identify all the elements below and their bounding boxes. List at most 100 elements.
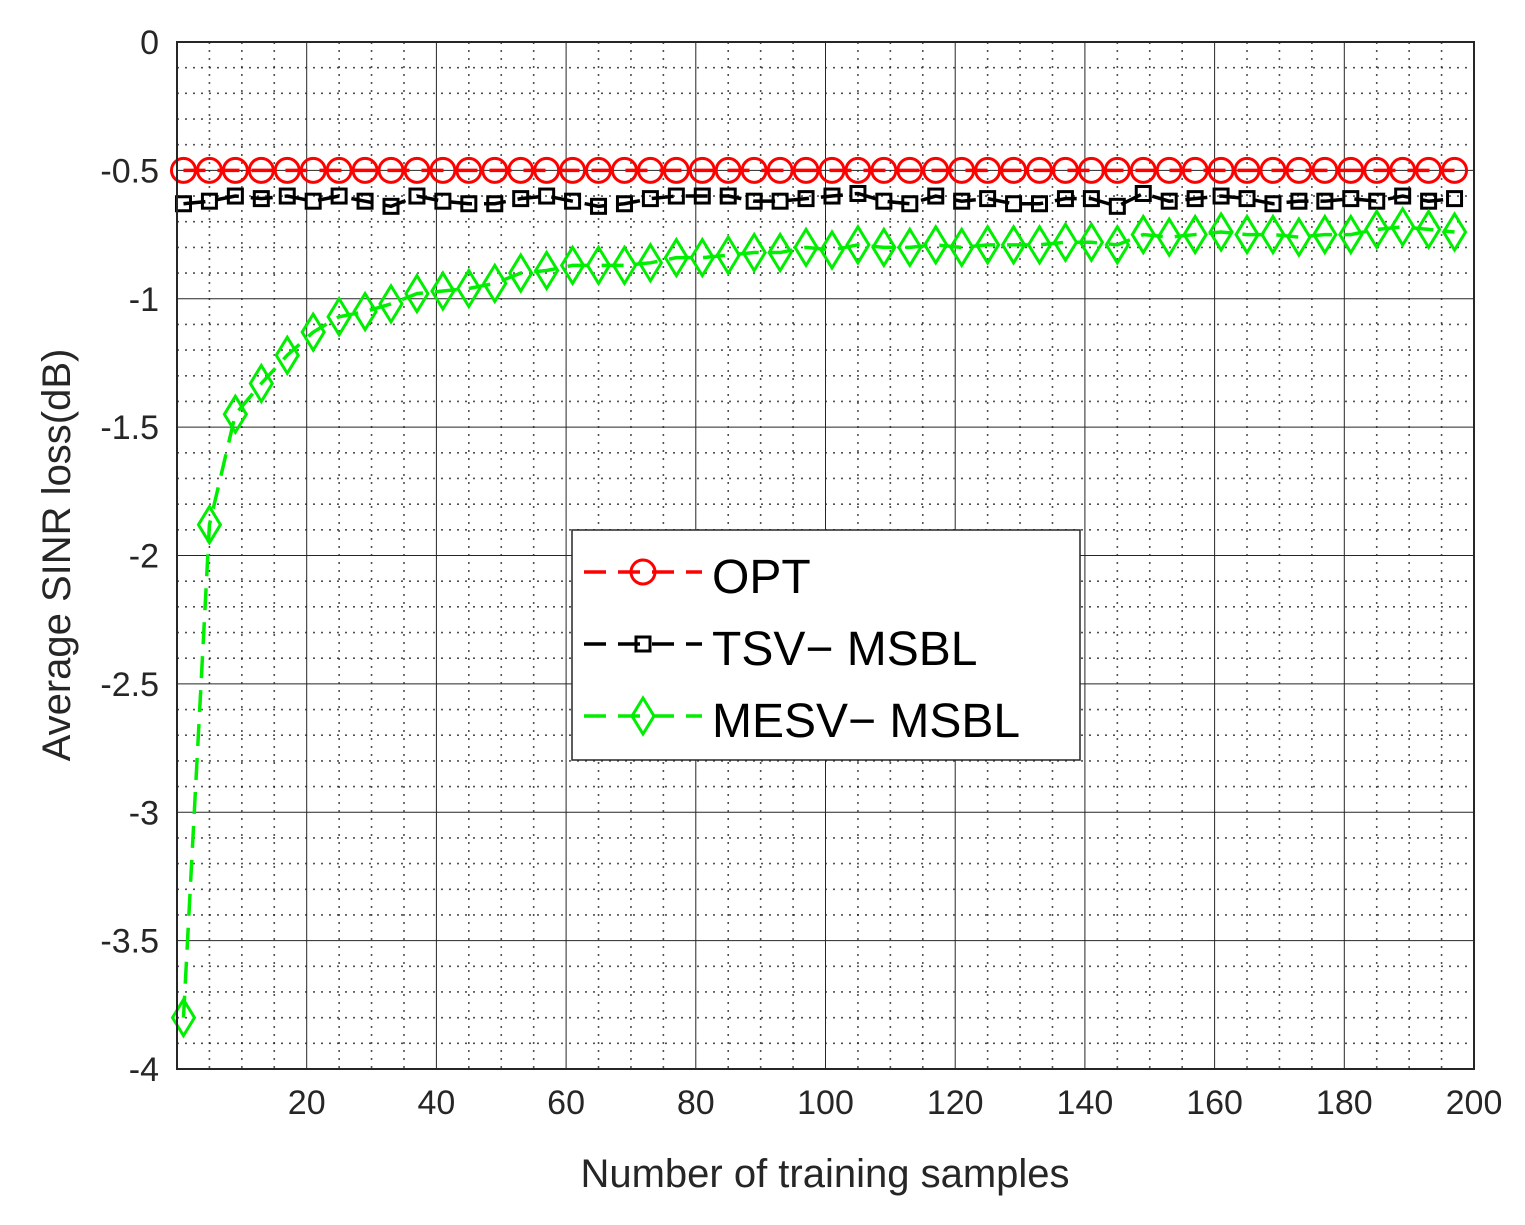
data-point-mesv-msbl (196, 503, 223, 546)
data-point-tsv-msbl (1368, 192, 1386, 210)
data-point-opt (688, 156, 716, 184)
data-point-tsv-msbl (486, 195, 504, 213)
data-point-tsv-msbl (1031, 195, 1049, 213)
data-point-mesv-msbl (819, 229, 845, 271)
data-point-opt (1129, 156, 1157, 184)
data-point-tsv-msbl (382, 197, 400, 215)
data-point-opt (273, 156, 301, 184)
data-point-opt (1285, 156, 1313, 184)
data-point-tsv-msbl (719, 187, 737, 205)
data-point-tsv-msbl (252, 190, 270, 208)
data-point-mesv-msbl (1130, 213, 1157, 256)
data-point-tsv-msbl (1212, 187, 1230, 205)
y-tick-label: -3.5 (100, 923, 159, 961)
y-tick-label: -1.5 (100, 409, 159, 447)
data-point-opt (1051, 156, 1079, 184)
data-point-mesv-msbl (1363, 208, 1390, 251)
data-point-opt (1363, 156, 1391, 184)
data-point-opt (195, 156, 223, 184)
data-point-mesv-msbl (637, 241, 664, 284)
data-point-mesv-msbl (1260, 213, 1286, 256)
data-point-mesv-msbl (430, 270, 456, 312)
data-point-opt (1000, 156, 1028, 184)
data-point-opt (766, 156, 794, 184)
data-point-mesv-msbl (559, 244, 586, 287)
data-point-opt (1181, 156, 1209, 184)
data-point-mesv-msbl (1415, 208, 1442, 251)
data-point-opt (585, 156, 613, 184)
y-tick-label: -1 (129, 281, 159, 319)
data-point-tsv-msbl (1342, 190, 1360, 208)
series-line-mesv-msbl (181, 225, 1455, 1018)
data-point-mesv-msbl (1441, 211, 1468, 253)
series-mesv-msbl (170, 205, 1468, 1039)
data-point-mesv-msbl (585, 244, 612, 287)
data-point-tsv-msbl (1005, 195, 1023, 213)
data-point-opt (1077, 156, 1105, 184)
legend: OPT TSV− MSBL MESV− MSBL (571, 529, 1081, 761)
data-point-opt (818, 156, 846, 184)
data-point-tsv-msbl (1446, 190, 1464, 208)
x-tick-label: 60 (547, 1084, 585, 1122)
data-point-mesv-msbl (1234, 213, 1260, 256)
data-point-mesv-msbl (1286, 216, 1312, 259)
data-point-mesv-msbl (793, 226, 819, 269)
data-point-tsv-msbl (278, 187, 296, 205)
data-point-opt (610, 156, 638, 184)
data-point-opt (455, 156, 483, 184)
data-point-tsv-msbl (901, 195, 919, 213)
data-point-mesv-msbl (715, 234, 741, 276)
data-point-opt (922, 156, 950, 184)
data-point-tsv-msbl (1056, 190, 1074, 208)
x-tick-label: 100 (797, 1084, 854, 1122)
y-tick-label: -2 (129, 538, 159, 576)
plot-frame (176, 41, 1475, 1070)
data-point-opt (169, 156, 197, 184)
data-point-mesv-msbl (922, 223, 949, 266)
y-tick-label: -4 (129, 1051, 159, 1089)
series-line-tsv-msbl (183, 191, 1455, 209)
data-point-mesv-msbl (871, 226, 897, 269)
data-point-tsv-msbl (226, 187, 244, 205)
data-point-opt (636, 156, 664, 184)
x-tick-label: 180 (1316, 1084, 1373, 1122)
data-point-tsv-msbl (512, 190, 530, 208)
data-point-mesv-msbl (378, 283, 404, 325)
data-point-mesv-msbl (1078, 221, 1105, 264)
x-axis-ticks: 20 40 60 80 100 120 140 160 180 200 (288, 1084, 1503, 1122)
data-point-mesv-msbl (456, 267, 482, 310)
data-point-tsv-msbl (1316, 192, 1334, 210)
data-point-tsv-msbl (745, 192, 763, 210)
data-point-opt (1389, 156, 1417, 184)
legend-marker-opt (629, 558, 657, 586)
data-point-tsv-msbl (667, 187, 685, 205)
data-point-opt (792, 156, 820, 184)
data-point-tsv-msbl (356, 192, 374, 210)
data-point-mesv-msbl (507, 252, 534, 294)
data-point-opt (662, 156, 690, 184)
series-tsv-msbl (174, 184, 1464, 215)
data-point-tsv-msbl (875, 192, 893, 210)
legend-label-tsv-msbl: TSV− MSBL (712, 623, 977, 676)
data-point-mesv-msbl (1182, 213, 1208, 256)
data-point-mesv-msbl (1026, 223, 1053, 266)
data-point-mesv-msbl (1156, 216, 1182, 259)
data-point-tsv-msbl (1134, 184, 1152, 202)
legend-label-opt: OPT (712, 551, 811, 604)
data-point-mesv-msbl (1000, 223, 1027, 266)
data-point-opt (1337, 156, 1365, 184)
y-tick-label: -0.5 (100, 152, 159, 190)
data-point-opt (299, 156, 327, 184)
data-point-mesv-msbl (352, 290, 378, 333)
data-point-opt (1207, 156, 1235, 184)
data-point-opt (1233, 156, 1261, 184)
series-opt (169, 156, 1469, 184)
data-point-tsv-msbl (693, 187, 711, 205)
data-point-tsv-msbl (1160, 192, 1178, 210)
data-point-mesv-msbl (482, 262, 508, 305)
data-point-mesv-msbl (533, 249, 560, 292)
data-point-opt (844, 156, 872, 184)
data-point-tsv-msbl (771, 192, 789, 210)
y-tick-label: 0 (140, 24, 159, 62)
